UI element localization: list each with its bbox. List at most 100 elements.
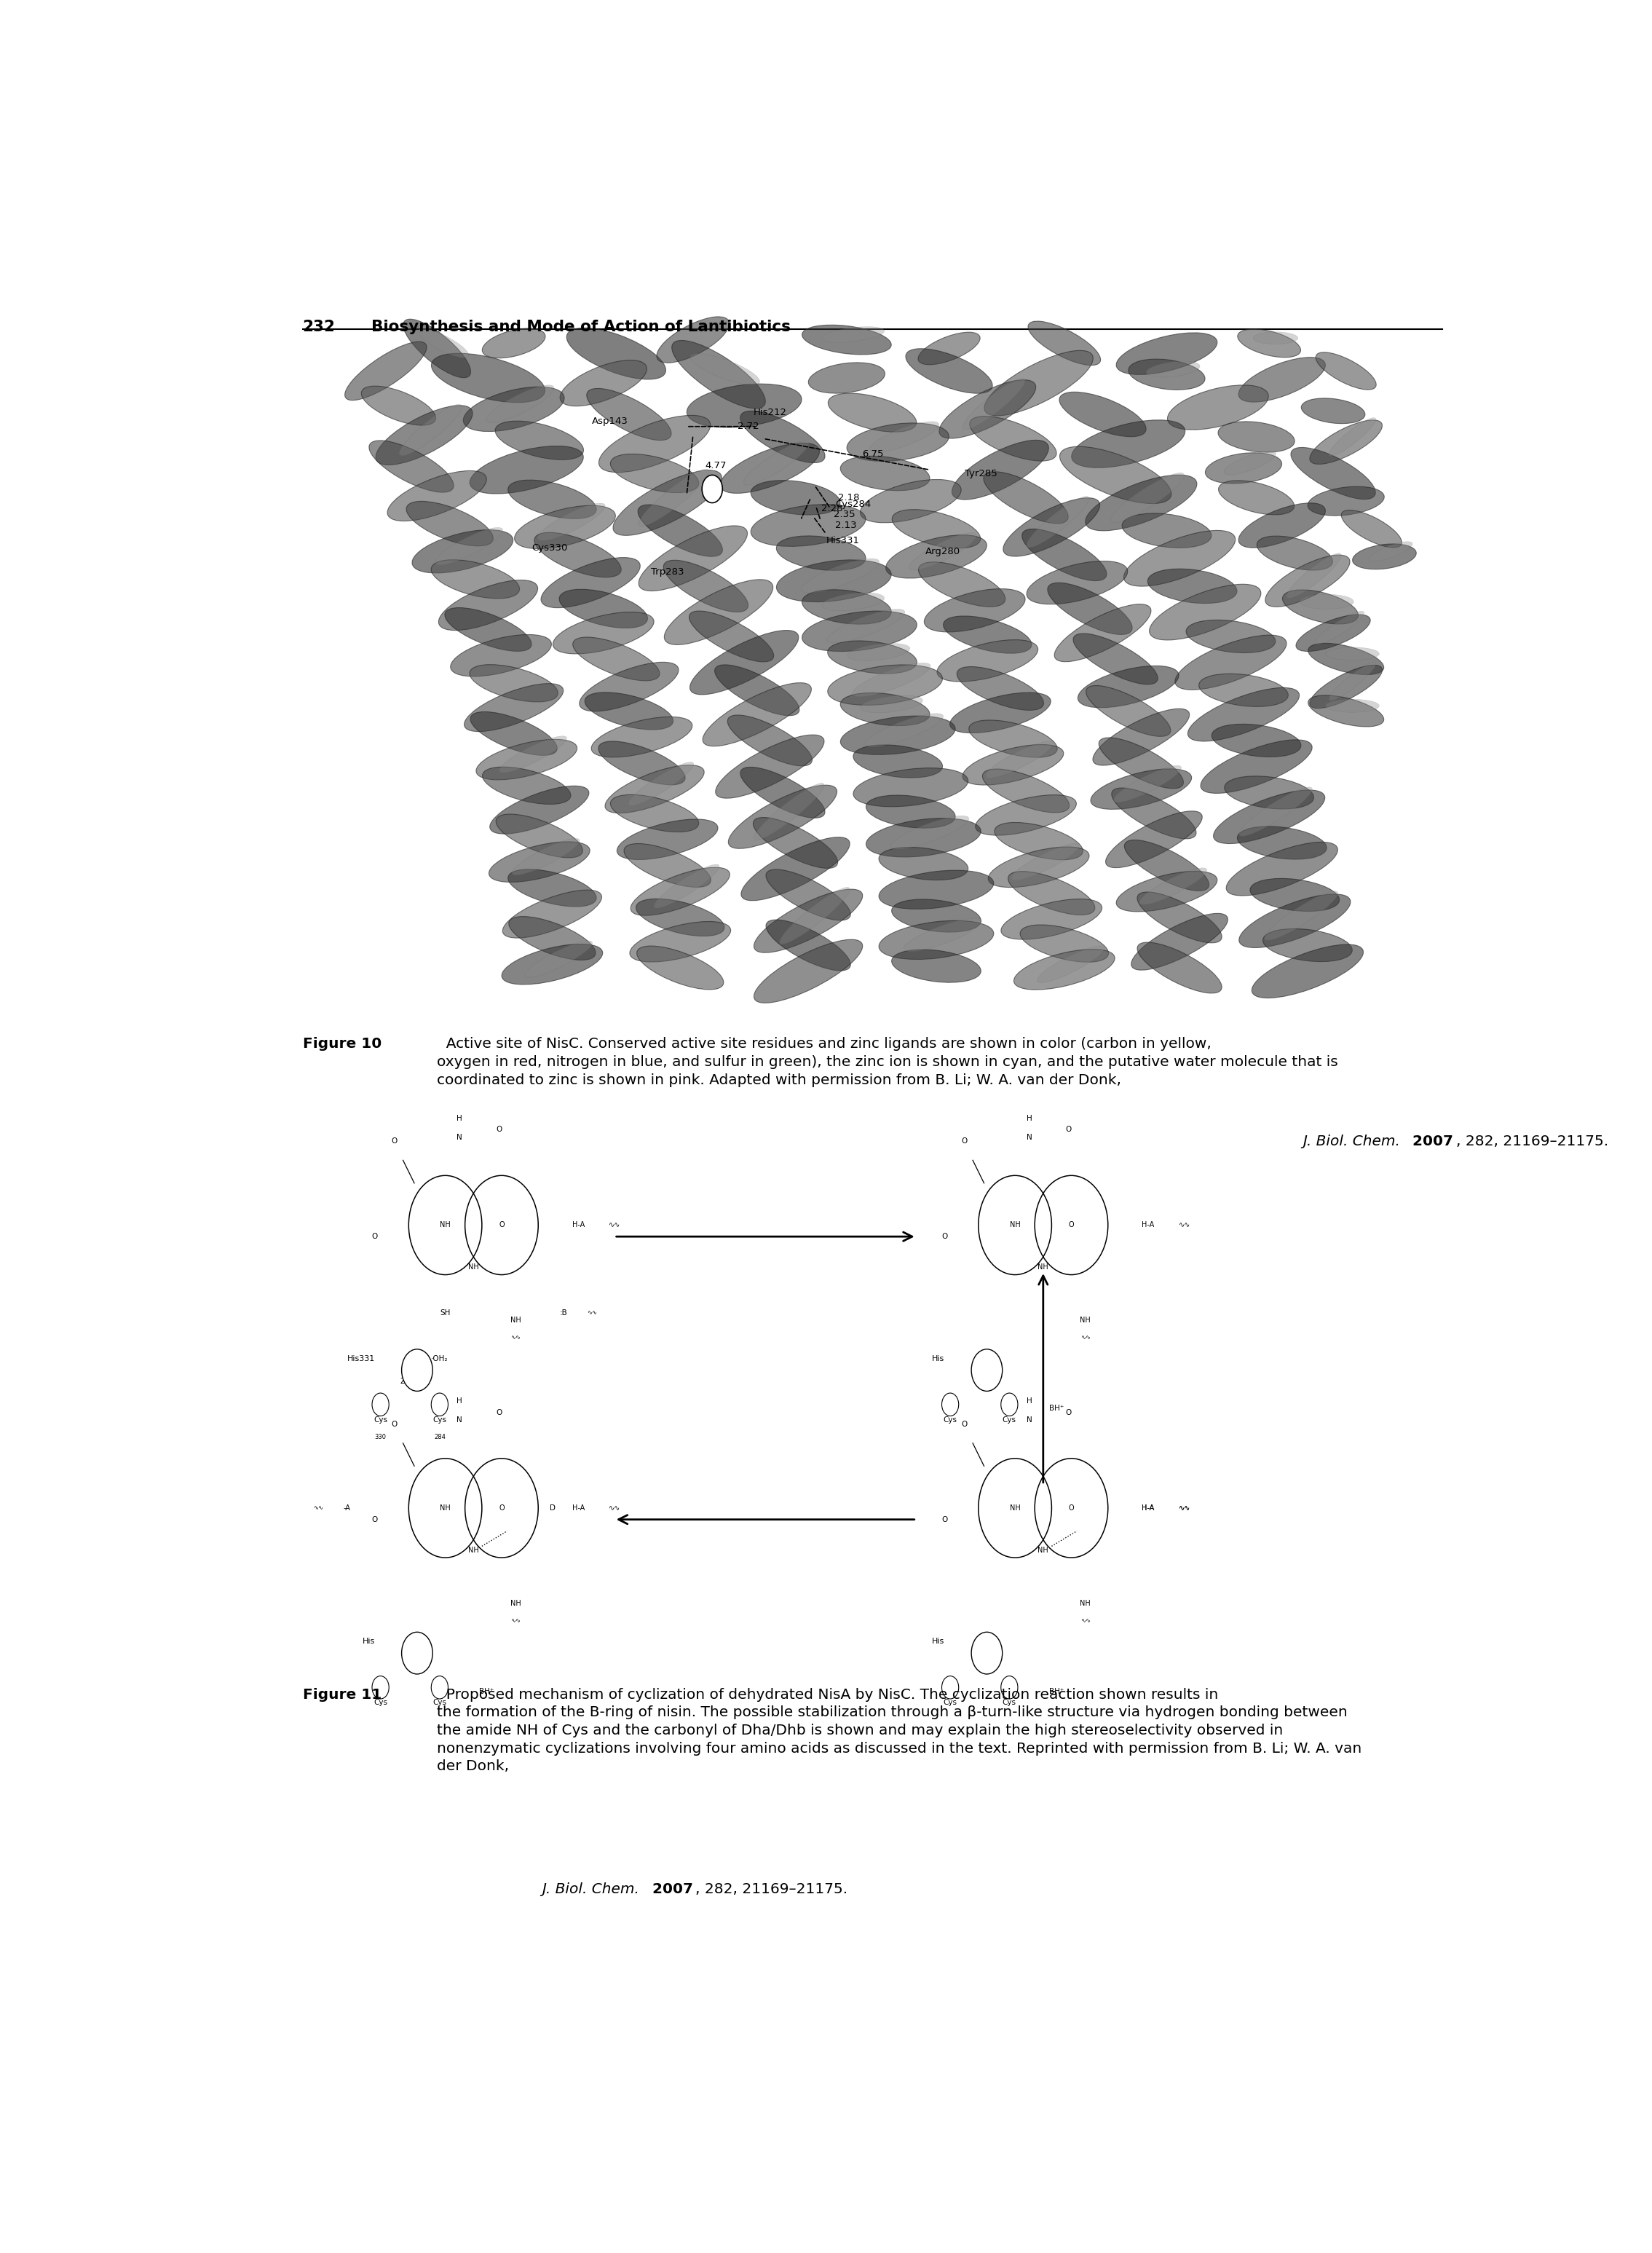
- Ellipse shape: [892, 949, 981, 982]
- Text: 2007: 2007: [648, 1881, 692, 1895]
- Ellipse shape: [585, 692, 672, 730]
- Ellipse shape: [1122, 514, 1211, 547]
- Ellipse shape: [879, 921, 993, 960]
- Ellipse shape: [995, 822, 1082, 861]
- Ellipse shape: [715, 665, 800, 716]
- Ellipse shape: [1325, 647, 1379, 660]
- Ellipse shape: [1300, 595, 1353, 608]
- Ellipse shape: [345, 342, 426, 401]
- Ellipse shape: [729, 784, 838, 849]
- Ellipse shape: [1137, 942, 1222, 994]
- Ellipse shape: [613, 471, 722, 536]
- Text: His331: His331: [347, 1354, 375, 1363]
- Ellipse shape: [1239, 894, 1351, 949]
- Text: O: O: [961, 1419, 968, 1428]
- Ellipse shape: [1011, 843, 1079, 881]
- Ellipse shape: [537, 502, 605, 541]
- Text: , 282, 21169–21175.: , 282, 21169–21175.: [695, 1881, 847, 1895]
- Text: H-A: H-A: [572, 1221, 585, 1228]
- Ellipse shape: [801, 590, 892, 624]
- Ellipse shape: [512, 838, 580, 874]
- Ellipse shape: [1054, 604, 1151, 662]
- Ellipse shape: [1099, 737, 1183, 789]
- Text: , 282, 21169–21175.: , 282, 21169–21175.: [1455, 1133, 1609, 1149]
- Ellipse shape: [892, 509, 980, 547]
- Ellipse shape: [890, 816, 968, 849]
- Text: 6.75: 6.75: [862, 451, 884, 460]
- Ellipse shape: [1282, 590, 1358, 624]
- Ellipse shape: [1295, 615, 1371, 651]
- Ellipse shape: [943, 615, 1031, 653]
- Text: BH⁺: BH⁺: [1049, 1404, 1064, 1413]
- Text: O: O: [496, 1408, 502, 1417]
- Ellipse shape: [509, 917, 596, 960]
- Ellipse shape: [560, 590, 648, 629]
- Ellipse shape: [664, 579, 773, 644]
- Text: O: O: [496, 1126, 502, 1133]
- Ellipse shape: [464, 683, 563, 732]
- Ellipse shape: [403, 320, 471, 379]
- Text: :B: :B: [560, 1309, 568, 1316]
- Ellipse shape: [847, 424, 948, 462]
- Ellipse shape: [985, 351, 1094, 417]
- Ellipse shape: [431, 559, 519, 599]
- Ellipse shape: [1310, 665, 1383, 707]
- Ellipse shape: [1021, 924, 1108, 962]
- Ellipse shape: [611, 795, 699, 831]
- Ellipse shape: [801, 324, 892, 354]
- Ellipse shape: [486, 385, 553, 424]
- Ellipse shape: [1264, 892, 1338, 940]
- Ellipse shape: [919, 331, 980, 365]
- Ellipse shape: [553, 613, 654, 653]
- Text: NH: NH: [510, 1600, 520, 1606]
- Ellipse shape: [776, 561, 892, 602]
- Ellipse shape: [489, 843, 590, 883]
- Ellipse shape: [1239, 358, 1325, 401]
- Ellipse shape: [598, 741, 686, 784]
- Ellipse shape: [375, 406, 472, 464]
- Ellipse shape: [952, 439, 1049, 500]
- Text: Figure 11: Figure 11: [302, 1687, 382, 1701]
- Ellipse shape: [1308, 487, 1384, 516]
- Ellipse shape: [1085, 475, 1198, 532]
- Ellipse shape: [841, 716, 955, 755]
- Ellipse shape: [740, 766, 824, 818]
- Ellipse shape: [742, 838, 849, 901]
- Text: 2.28: 2.28: [821, 505, 843, 514]
- Text: O: O: [392, 1138, 398, 1145]
- Text: J. Biol. Chem.: J. Biol. Chem.: [542, 1881, 639, 1895]
- Circle shape: [971, 1350, 1003, 1390]
- Text: O: O: [1066, 1408, 1072, 1417]
- Text: O: O: [372, 1232, 378, 1239]
- Ellipse shape: [937, 640, 1037, 683]
- Ellipse shape: [1037, 946, 1105, 982]
- Text: H: H: [456, 1397, 463, 1406]
- Ellipse shape: [1201, 739, 1312, 793]
- Ellipse shape: [1224, 451, 1275, 475]
- Ellipse shape: [970, 721, 1057, 757]
- Text: Trp283: Trp283: [651, 568, 684, 577]
- Ellipse shape: [628, 762, 694, 807]
- Ellipse shape: [983, 471, 1069, 523]
- Ellipse shape: [1254, 331, 1298, 345]
- Ellipse shape: [1237, 827, 1327, 858]
- Text: N: N: [1026, 1417, 1032, 1424]
- Ellipse shape: [983, 768, 1069, 813]
- Ellipse shape: [1325, 698, 1379, 712]
- Text: BH⁺: BH⁺: [1049, 1687, 1064, 1694]
- Ellipse shape: [753, 940, 862, 1003]
- Circle shape: [971, 1631, 1003, 1674]
- Ellipse shape: [1128, 358, 1204, 390]
- Text: Cys: Cys: [373, 1417, 388, 1424]
- Text: ∿∿: ∿∿: [510, 1618, 520, 1624]
- Ellipse shape: [1117, 872, 1218, 912]
- Text: His212: His212: [753, 408, 786, 417]
- Ellipse shape: [482, 329, 545, 358]
- Text: His331: His331: [826, 536, 859, 545]
- Ellipse shape: [691, 354, 760, 385]
- Text: 2007: 2007: [1408, 1133, 1454, 1149]
- Text: ∿∿: ∿∿: [1178, 1505, 1189, 1512]
- Ellipse shape: [1123, 529, 1236, 586]
- Text: N: N: [456, 1133, 463, 1140]
- Text: Tyr285: Tyr285: [965, 469, 998, 478]
